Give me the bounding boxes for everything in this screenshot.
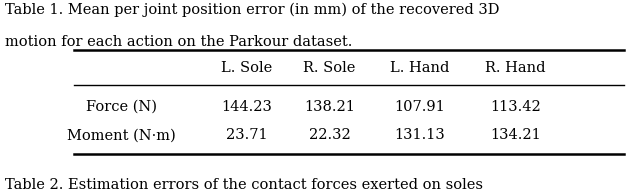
- Text: 22.32: 22.32: [308, 128, 351, 142]
- Text: L. Sole: L. Sole: [221, 61, 272, 75]
- Text: 138.21: 138.21: [304, 100, 355, 114]
- Text: Moment (N·m): Moment (N·m): [67, 128, 176, 142]
- Text: R. Sole: R. Sole: [303, 61, 356, 75]
- Text: 144.23: 144.23: [221, 100, 272, 114]
- Text: Force (N): Force (N): [86, 100, 157, 114]
- Text: 23.71: 23.71: [225, 128, 268, 142]
- Text: Table 1. Mean per joint position error (in mm) of the recovered 3D: Table 1. Mean per joint position error (…: [5, 3, 500, 17]
- Text: L. Hand: L. Hand: [390, 61, 449, 75]
- Text: 107.91: 107.91: [394, 100, 445, 114]
- Text: R. Hand: R. Hand: [485, 61, 545, 75]
- Text: 113.42: 113.42: [490, 100, 541, 114]
- Text: motion for each action on the Parkour dataset.: motion for each action on the Parkour da…: [5, 35, 353, 49]
- Text: 134.21: 134.21: [490, 128, 541, 142]
- Text: 131.13: 131.13: [394, 128, 445, 142]
- Text: Table 2. Estimation errors of the contact forces exerted on soles: Table 2. Estimation errors of the contac…: [5, 178, 483, 192]
